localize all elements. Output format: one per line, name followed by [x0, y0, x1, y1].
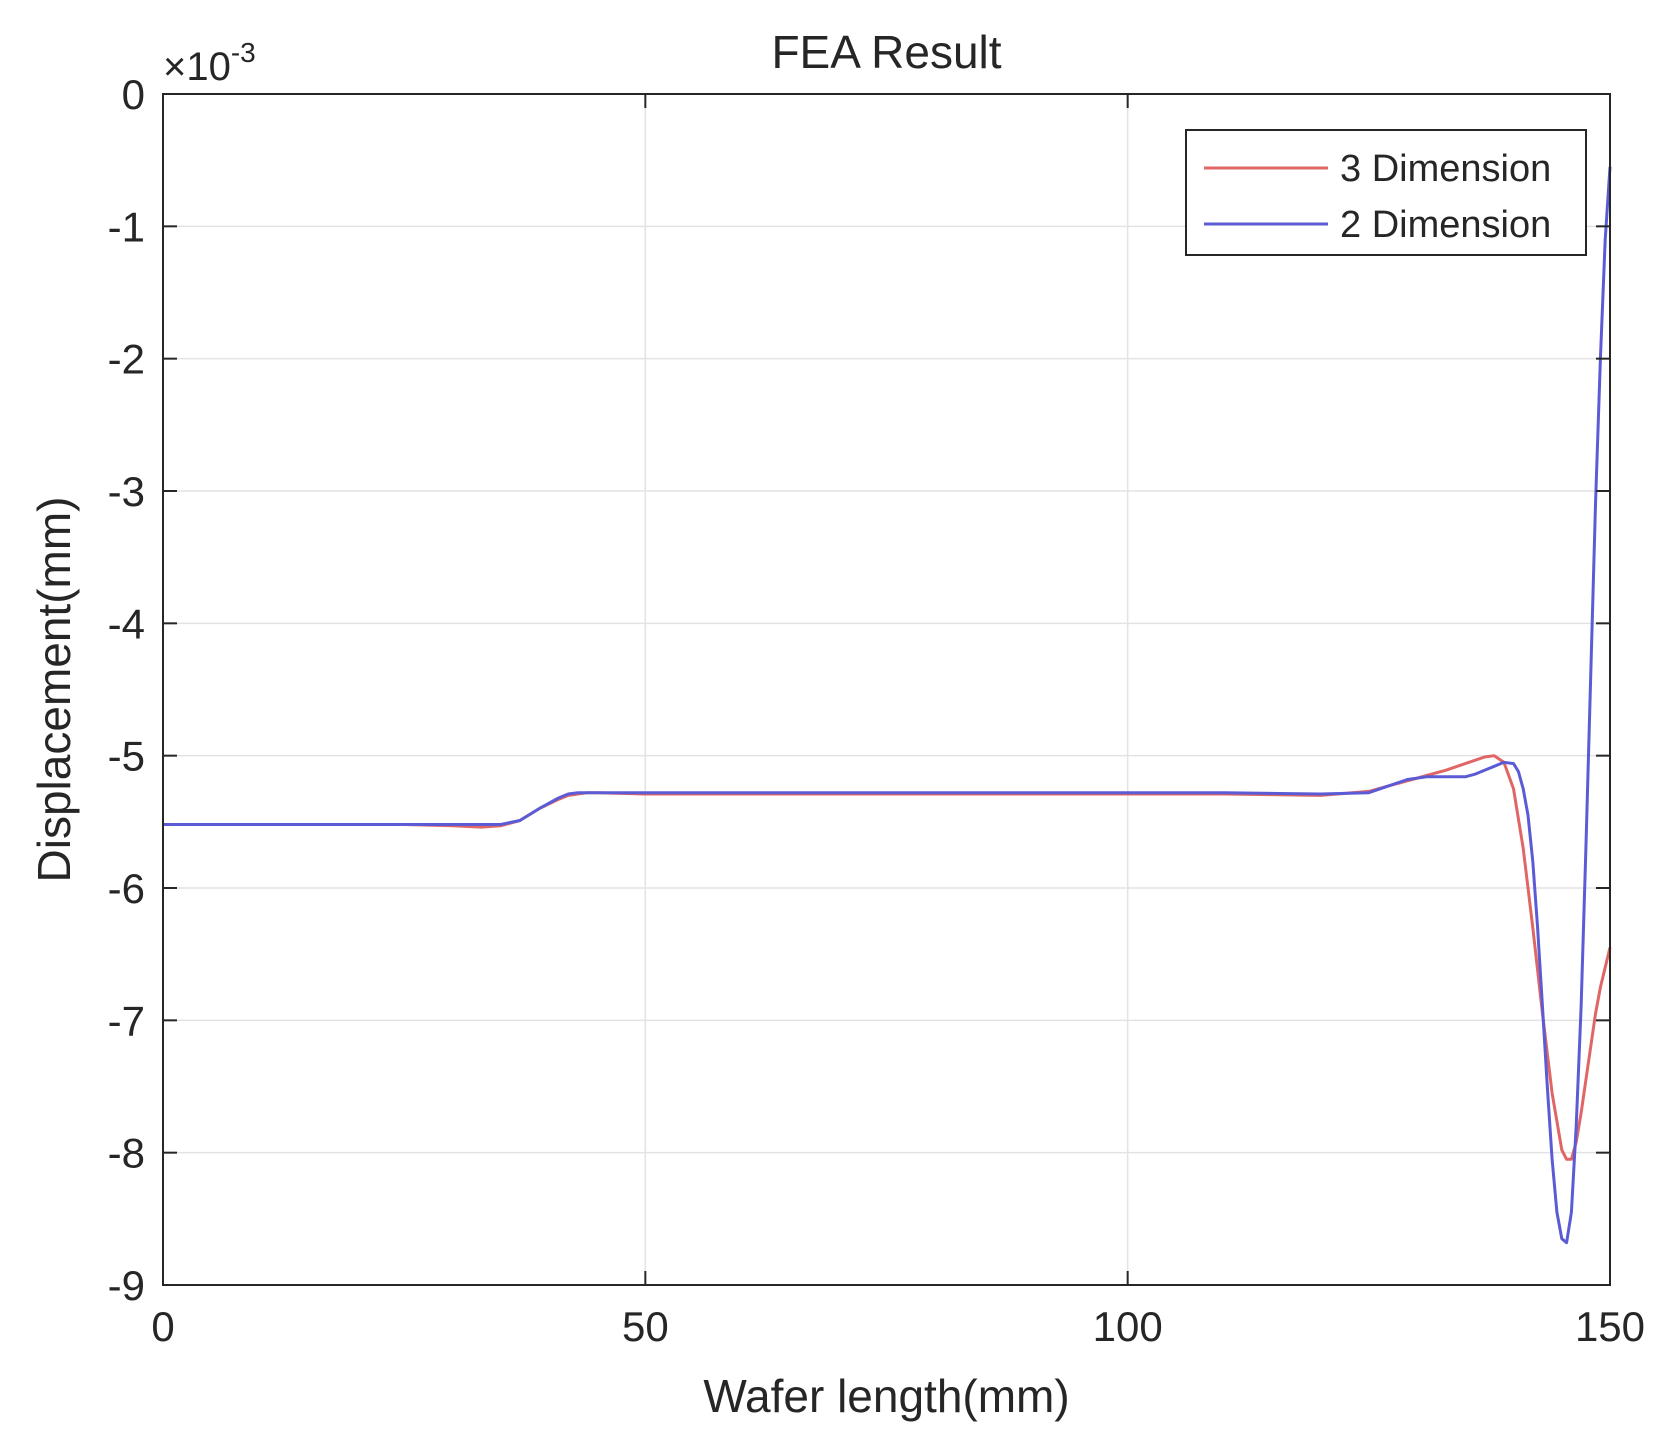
y-tick-label: -3	[108, 468, 145, 515]
y-axis-title: Displacement(mm)	[28, 497, 80, 883]
axis-ticks: 0 50 100 150 0 -1 -2 -3 -4 -5 -6 -7 -8 -9	[108, 71, 1645, 1350]
x-tick-label: 100	[1093, 1303, 1163, 1350]
y-exponent-prefix: ×10	[163, 45, 231, 89]
plot-frame	[162, 93, 1611, 1286]
y-tick-label: -5	[108, 733, 145, 780]
x-tick-label: 50	[622, 1303, 669, 1350]
y-tick-label: -2	[108, 336, 145, 383]
legend-box	[1185, 129, 1587, 256]
series-lines	[163, 166, 1612, 1245]
y-tick-label: -8	[108, 1130, 145, 1177]
legend-label-3-dimension: 3 Dimension	[1340, 148, 1551, 190]
x-tick-label: 150	[1575, 1303, 1645, 1350]
y-tick-label: -4	[108, 600, 145, 647]
chart-title: FEA Result	[771, 26, 1001, 78]
y-tick-label: -6	[108, 865, 145, 912]
y-tick-label: -1	[108, 203, 145, 250]
y-exponent-power: -3	[231, 37, 256, 68]
y-tick-label: -7	[108, 997, 145, 1044]
legend-label-2-dimension: 2 Dimension	[1340, 204, 1551, 246]
x-tick-label: 0	[151, 1303, 174, 1350]
legend: 3 Dimension 2 Dimension	[1185, 129, 1587, 256]
y-tick-label: 0	[122, 71, 145, 118]
y-axis-exponent: ×10-3	[163, 37, 256, 89]
y-tick-label: -9	[108, 1262, 145, 1309]
series-line-2-dimension	[163, 166, 1612, 1245]
x-axis-title: Wafer length(mm)	[703, 1370, 1069, 1422]
